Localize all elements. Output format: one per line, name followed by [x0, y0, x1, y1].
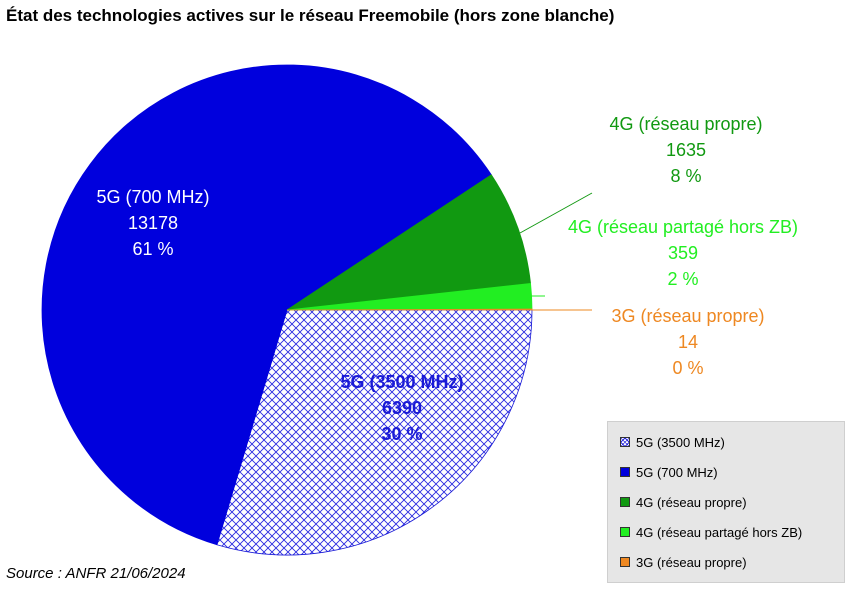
- slice-label-percent: 61 %: [132, 239, 173, 259]
- legend-item: 4G (réseau propre): [620, 492, 747, 512]
- leader-line: [519, 192, 593, 234]
- slice-label-value: 6390: [382, 398, 422, 418]
- slice-label-percent: 0 %: [672, 358, 703, 378]
- legend-item: 4G (réseau partagé hors ZB): [620, 522, 802, 542]
- legend-item: 3G (réseau propre): [620, 552, 747, 572]
- legend-swatch: [620, 527, 630, 537]
- slice-label-value: 13178: [128, 213, 178, 233]
- pie-slice: [286, 174, 531, 311]
- slice-label-name: 5G (700 MHz): [96, 187, 209, 207]
- slice-label-percent: 30 %: [381, 424, 422, 444]
- slice-label-name: 3G (réseau propre): [611, 306, 764, 326]
- legend-item: 5G (3500 MHz): [620, 432, 725, 452]
- legend-label: 5G (3500 MHz): [636, 434, 725, 450]
- legend-label: 3G (réseau propre): [636, 554, 747, 570]
- legend-swatch: [620, 467, 630, 477]
- pie-slice: [41, 64, 492, 546]
- slice-label-value: 359: [668, 243, 698, 263]
- slice-label-name: 4G (réseau partagé hors ZB): [568, 217, 798, 237]
- slice-label-value: 1635: [666, 140, 706, 160]
- slice-label-name: 4G (réseau propre): [609, 114, 762, 134]
- legend-swatch: [620, 497, 630, 507]
- slice-label-percent: 2 %: [667, 269, 698, 289]
- legend-swatch: [620, 437, 630, 447]
- slice-label-percent: 8 %: [670, 166, 701, 186]
- legend-label: 5G (700 MHz): [636, 464, 718, 480]
- slice-label-value: 14: [678, 332, 698, 352]
- legend-label: 4G (réseau partagé hors ZB): [636, 524, 803, 540]
- source-note: Source : ANFR 21/06/2024: [6, 565, 186, 582]
- slice-label-name: 5G (3500 MHz): [340, 372, 463, 392]
- legend: 5G (3500 MHz) 5G (700 MHz) 4G (réseau prop…: [607, 421, 845, 583]
- chart-title: État des technologies actives sur le rés…: [6, 6, 615, 25]
- legend-item: 5G (700 MHz): [620, 462, 718, 482]
- legend-label: 4G (réseau propre): [636, 494, 747, 510]
- pie-slice: [216, 309, 533, 556]
- legend-swatch: [620, 557, 630, 567]
